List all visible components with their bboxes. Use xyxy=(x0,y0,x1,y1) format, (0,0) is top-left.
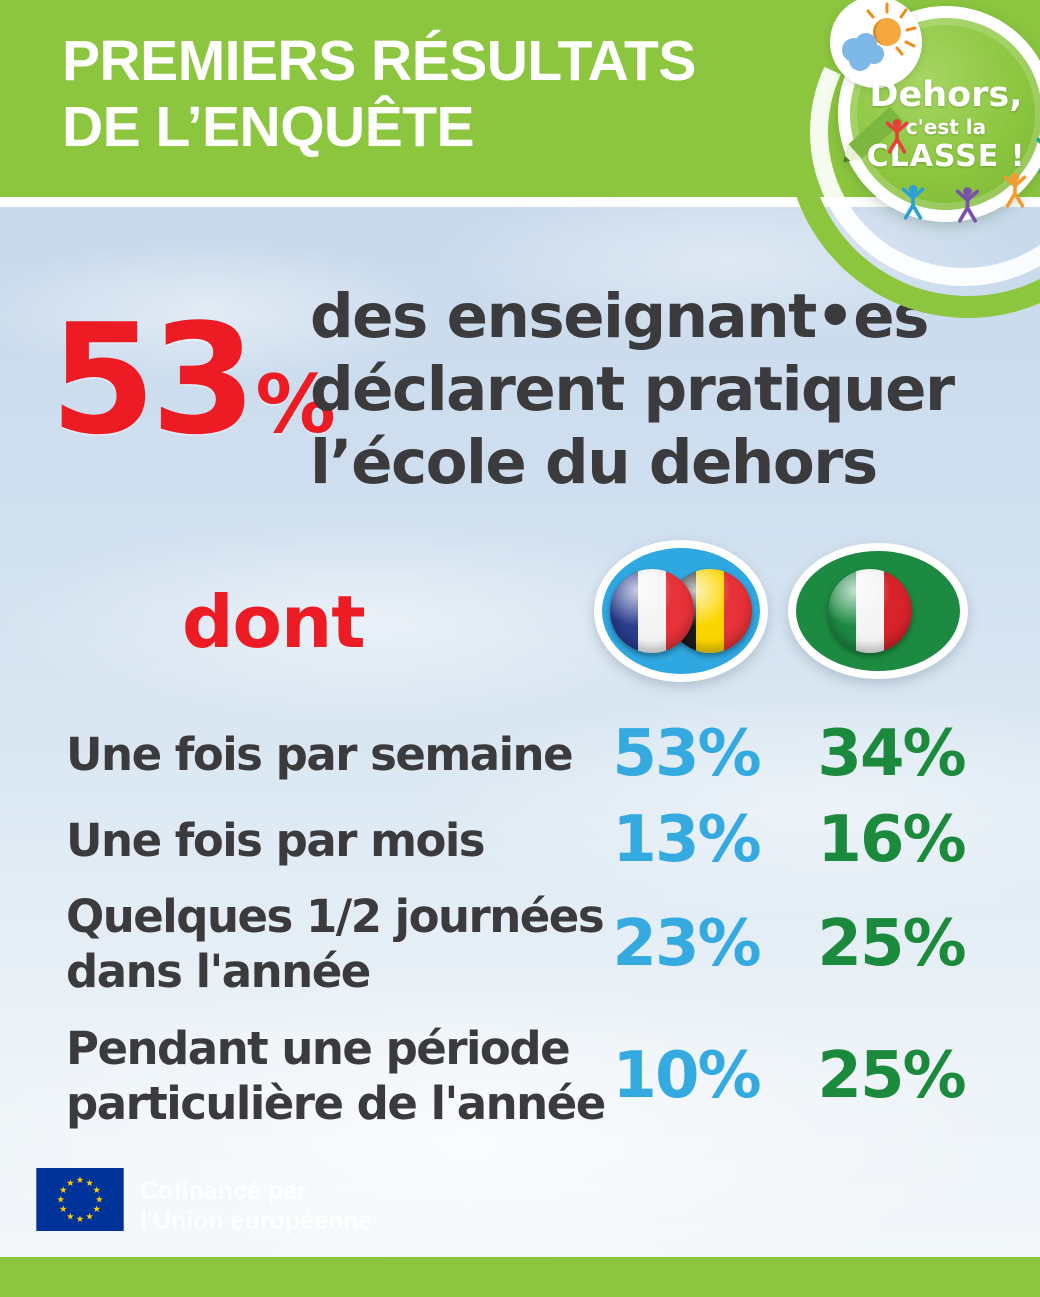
page-title-line1: PREMIERS RÉSULTATS xyxy=(62,29,696,93)
svg-text:★: ★ xyxy=(86,1179,94,1189)
row-label-line2: particulière de l'année xyxy=(66,1077,606,1130)
row-label: Une fois par mois xyxy=(66,813,606,868)
svg-text:★: ★ xyxy=(59,1186,67,1196)
headline-stat: 53% xyxy=(50,300,336,485)
svg-text:★: ★ xyxy=(76,1176,84,1186)
svg-text:★: ★ xyxy=(57,1196,65,1206)
headline-stat-percent: % xyxy=(255,358,336,451)
logo-word-line3: CLASSE ! xyxy=(866,139,1026,174)
row-label-line1: Quelques 1/2 journées xyxy=(66,890,605,943)
row-label: Quelques 1/2 journées dans l'année xyxy=(66,889,606,999)
headline-text: des enseignant•es déclarent pratiquer l’… xyxy=(310,280,955,499)
svg-text:★: ★ xyxy=(59,1205,67,1215)
svg-text:★: ★ xyxy=(76,1215,84,1225)
headline-stat-value: 53 xyxy=(50,291,257,468)
logo-word-line1: Dehors, xyxy=(869,75,1023,115)
value-fr-be: 13% xyxy=(612,803,761,877)
table-row: Quelques 1/2 journées dans l'année 23% 2… xyxy=(66,884,974,1004)
table-row: Une fois par semaine 53% 34% xyxy=(66,712,974,796)
header-divider xyxy=(0,197,1040,207)
breakdown-intro-label: dont xyxy=(182,580,366,664)
eu-cofinance-block: ★ ★ ★ ★ ★ ★ ★ ★ ★ ★ ★ ★ Cofinancé par l'Union eu… xyxy=(36,1168,372,1236)
eu-cofinance-line1: Cofinancé par xyxy=(140,1177,307,1205)
table-row: Pendant une période particulière de l'an… xyxy=(66,1014,974,1138)
page-title: PREMIERS RÉSULTATS DE L’ENQUÊTE xyxy=(62,28,696,160)
headline-line2: déclarent pratiquer xyxy=(310,354,955,425)
column-header-france-belgium xyxy=(594,540,768,682)
eu-flag-icon: ★ ★★ ★★★ ★★★ ★★★ xyxy=(36,1168,124,1231)
person-icon-purple xyxy=(954,186,981,223)
person-icon-teal xyxy=(1034,134,1040,174)
row-label-line1: Une fois par semaine xyxy=(66,727,574,781)
value-it: 25% xyxy=(817,907,966,981)
value-it: 25% xyxy=(817,1039,966,1113)
page-title-line2: DE L’ENQUÊTE xyxy=(62,95,475,159)
eu-cofinance-text: Cofinancé par l'Union européenne xyxy=(140,1168,372,1236)
value-it: 34% xyxy=(817,717,966,791)
headline-line1: des enseignant•es xyxy=(310,281,929,352)
svg-text:★: ★ xyxy=(66,1179,74,1189)
person-icon-red xyxy=(884,118,910,154)
row-label: Une fois par semaine xyxy=(66,727,606,782)
row-label-line2: dans l'année xyxy=(66,945,371,998)
headline-line3: l’école du dehors xyxy=(310,427,878,498)
svg-text:★: ★ xyxy=(66,1212,74,1222)
row-label-line1: Pendant une période xyxy=(66,1022,571,1075)
value-fr-be: 53% xyxy=(612,717,761,791)
value-it: 16% xyxy=(817,803,966,877)
row-label-line1: Une fois par mois xyxy=(66,813,486,867)
person-icon-orange xyxy=(1002,172,1028,208)
campaign-logo: Dehors, c'est la CLASSE ! xyxy=(734,0,1040,370)
table-row: Une fois par mois 13% 16% xyxy=(66,798,974,882)
logo-wordmark: Dehors, c'est la CLASSE ! xyxy=(838,76,1040,174)
france-flag-icon xyxy=(610,569,694,653)
row-label: Pendant une période particulière de l'an… xyxy=(66,1021,606,1131)
value-fr-be: 23% xyxy=(612,907,761,981)
footer-green-bar xyxy=(0,1257,1040,1297)
svg-text:★: ★ xyxy=(86,1212,94,1222)
svg-text:★: ★ xyxy=(93,1205,101,1215)
logo-word-line2: c'est la xyxy=(905,115,987,139)
svg-text:★: ★ xyxy=(95,1196,103,1206)
svg-text:★: ★ xyxy=(93,1186,101,1196)
eu-cofinance-line2: l'Union européenne xyxy=(140,1207,373,1235)
person-icon-blue xyxy=(900,184,926,220)
italy-flag-icon xyxy=(828,569,912,653)
column-header-italy xyxy=(788,543,968,679)
value-fr-be: 10% xyxy=(612,1039,761,1113)
